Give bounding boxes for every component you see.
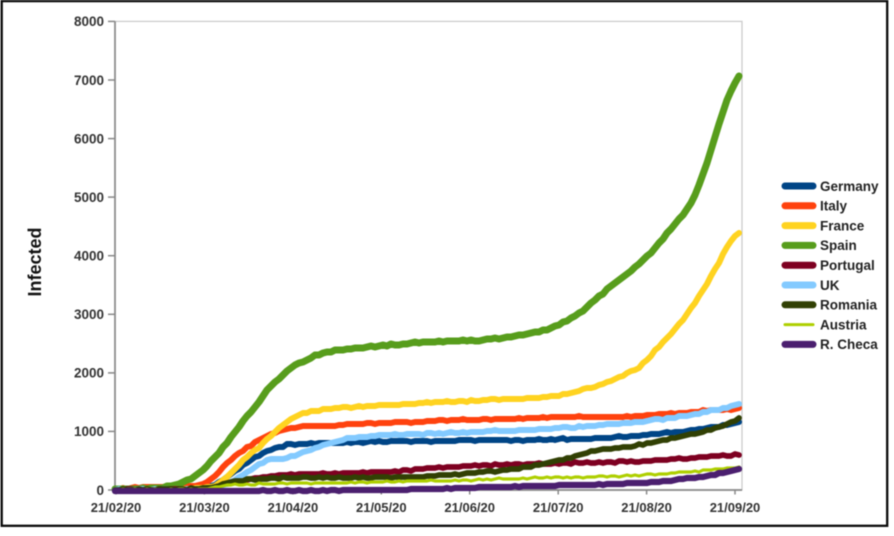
- svg-text:21/06/20: 21/06/20: [444, 500, 495, 515]
- svg-text:1000: 1000: [74, 424, 104, 439]
- svg-text:7000: 7000: [74, 73, 104, 88]
- svg-text:Spain: Spain: [820, 238, 857, 253]
- svg-text:Germany: Germany: [820, 179, 879, 194]
- svg-text:3000: 3000: [74, 307, 104, 322]
- svg-text:Romania: Romania: [820, 298, 878, 313]
- svg-text:21/04/20: 21/04/20: [268, 500, 319, 515]
- svg-text:UK: UK: [820, 278, 840, 293]
- svg-text:Infected: Infected: [25, 227, 45, 296]
- svg-text:21/09/20: 21/09/20: [710, 500, 761, 515]
- svg-text:21/07/20: 21/07/20: [533, 500, 584, 515]
- svg-text:France: France: [820, 218, 865, 233]
- svg-text:Portugal: Portugal: [820, 258, 875, 273]
- svg-text:21/03/20: 21/03/20: [179, 500, 230, 515]
- svg-text:5000: 5000: [74, 190, 104, 205]
- svg-text:Austria: Austria: [820, 317, 867, 332]
- svg-text:21/02/20: 21/02/20: [91, 500, 142, 515]
- svg-text:4000: 4000: [74, 249, 104, 264]
- svg-text:21/05/20: 21/05/20: [356, 500, 407, 515]
- svg-text:2000: 2000: [74, 366, 104, 381]
- svg-text:21/08/20: 21/08/20: [621, 500, 672, 515]
- svg-text:6000: 6000: [74, 131, 104, 146]
- svg-text:R. Checa: R. Checa: [820, 337, 878, 352]
- svg-text:8000: 8000: [74, 14, 104, 29]
- svg-text:0: 0: [96, 483, 104, 498]
- svg-text:Italy: Italy: [820, 199, 848, 214]
